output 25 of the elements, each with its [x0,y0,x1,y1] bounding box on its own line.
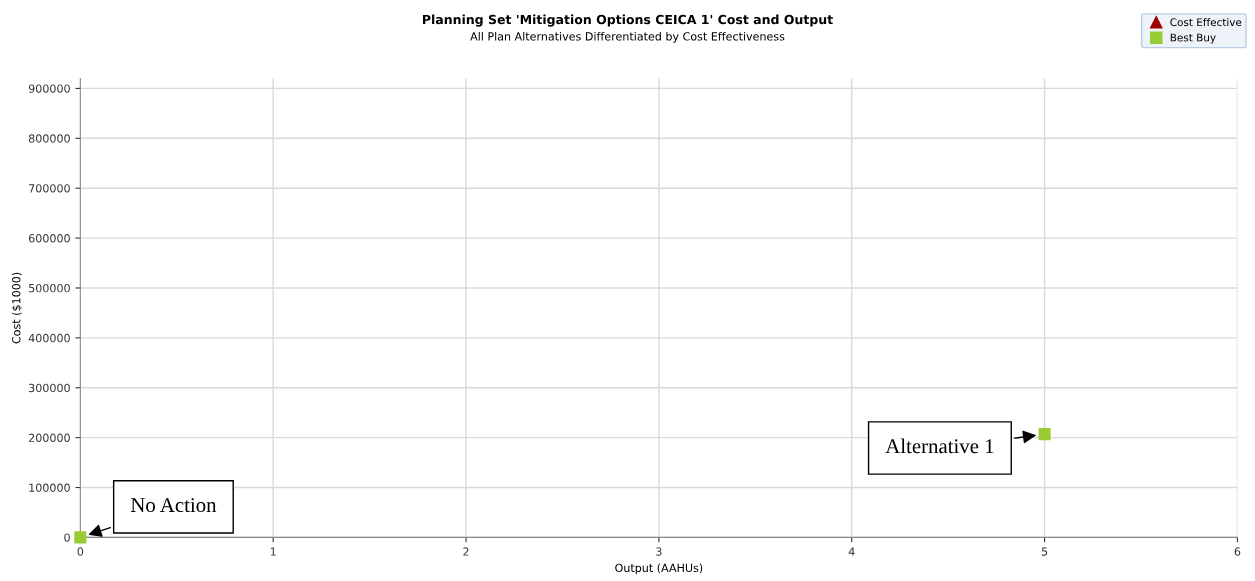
y-tick-label: 100000 [29,483,70,492]
y-tick-label: 600000 [28,234,70,243]
y-tick-label: 500000 [29,283,70,293]
y-tick-label: 800000 [28,134,70,143]
y-tick-label: 400000 [28,333,70,343]
x-tick-label: 1 [270,547,276,556]
x-tick-label: 5 [1041,547,1048,556]
y-tick-label: 0 [64,533,70,542]
legend-label: Best Buy [1170,33,1216,44]
y-tick-label: 200000 [29,433,70,443]
chart-subtitle: All Plan Alternatives Differentiated by Cost Effectiveness [470,31,785,43]
annotation: No Action [130,498,217,513]
y-tick-label: 700000 [29,184,70,193]
legend-label: Cost Effective [1170,18,1242,27]
x-axis-title: Output (AAHUs) [615,563,703,575]
x-tick-label: 6 [1234,547,1241,556]
y-tick-label: 300000 [29,383,70,393]
chart-title: Planning Set 'Mitigation Options CEICA 1' Cost and Output [423,14,833,27]
x-tick-label: 3 [656,547,662,556]
annotation: Alternative 1 [885,438,994,454]
x-tick-label: 4 [848,547,855,556]
x-tick-label: 2 [463,547,469,556]
x-tick-label: 0 [77,547,84,556]
y-axis-title: Cost ($1000) [11,272,22,344]
y-tick-label: 900000 [28,84,70,93]
